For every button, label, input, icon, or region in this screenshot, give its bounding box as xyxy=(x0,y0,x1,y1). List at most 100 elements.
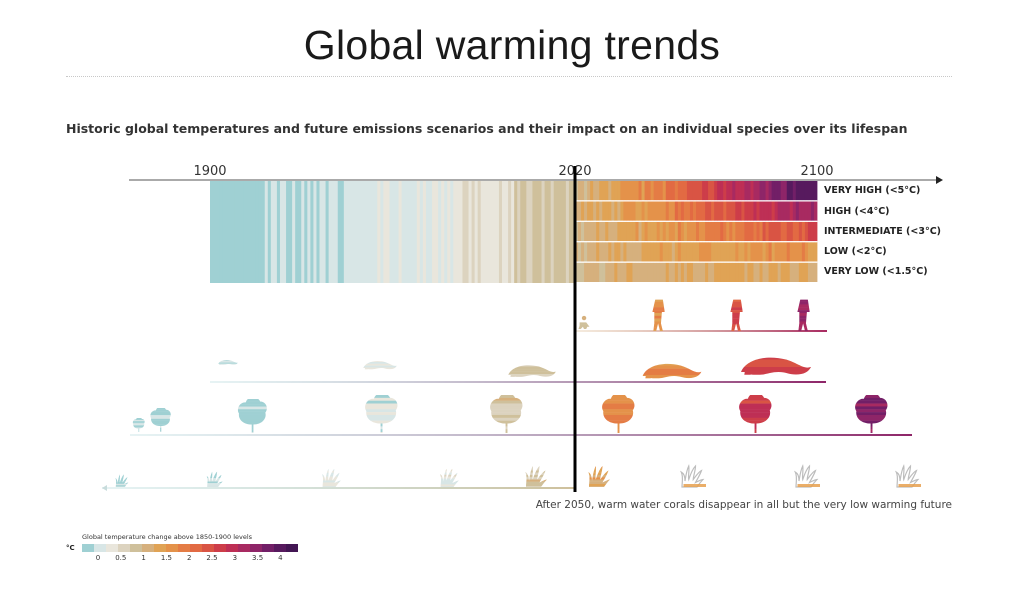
scenario-stripe xyxy=(750,221,754,242)
whale-icon xyxy=(642,363,702,379)
historic-stripe xyxy=(568,181,573,283)
scenario-stripe xyxy=(702,181,706,201)
historic-stripe xyxy=(425,181,430,283)
scenario-stripe xyxy=(732,221,736,242)
legend-swatch xyxy=(226,544,238,552)
scenario-stripe xyxy=(789,242,794,262)
tree-icon xyxy=(237,399,267,433)
historic-stripe xyxy=(520,181,524,283)
scenario-stripe xyxy=(659,221,664,242)
historic-stripe xyxy=(301,181,305,283)
historic-stripe xyxy=(398,181,403,283)
legend-tick-label: 1 xyxy=(141,554,146,562)
scenario-stripe xyxy=(587,262,591,282)
scenario-stripe xyxy=(644,201,648,221)
scenario-stripe xyxy=(762,262,766,282)
scenario-stripe xyxy=(599,201,603,221)
scenario-stripe xyxy=(747,221,751,242)
scenario-stripe xyxy=(575,201,579,221)
scenario-stripe xyxy=(620,181,624,201)
historic-stripe xyxy=(535,181,539,283)
scenario-stripe xyxy=(599,221,603,242)
scenario-stripe xyxy=(653,262,658,282)
scenario-stripe xyxy=(729,201,733,221)
scenario-stripe xyxy=(608,262,612,282)
scenario-stripe xyxy=(780,242,785,262)
historic-stripe xyxy=(547,181,552,283)
legend-swatch xyxy=(190,544,202,552)
scenario-stripe xyxy=(614,221,618,242)
scenario-stripe xyxy=(665,262,670,282)
legend-tick-label: 3 xyxy=(232,554,238,562)
scenario-stripe xyxy=(686,201,691,221)
historic-stripe xyxy=(550,181,555,283)
scenario-stripe xyxy=(753,201,757,221)
historic-stripe xyxy=(246,181,250,283)
legend-swatches xyxy=(82,544,298,552)
scenario-stripe xyxy=(756,201,760,221)
scenario-stripe xyxy=(747,201,751,221)
scenario-stripe xyxy=(765,201,769,221)
historic-stripe xyxy=(346,181,351,283)
scenario-stripe xyxy=(717,262,721,282)
scenario-stripe xyxy=(771,242,776,262)
historic-stripe xyxy=(377,181,381,283)
historic-stripe xyxy=(386,181,390,283)
scenario-stripe xyxy=(578,181,582,201)
historic-stripe xyxy=(216,181,220,283)
scenario-stripe xyxy=(680,242,685,262)
scenario-stripe xyxy=(587,201,591,221)
scenario-stripe xyxy=(777,221,782,242)
legend-tick-label: 0.5 xyxy=(115,554,127,562)
scenario-stripe xyxy=(699,181,703,201)
scenario-stripe xyxy=(683,201,688,221)
scenario-label-very-high: VERY HIGH (<5°C) xyxy=(824,185,921,196)
historic-stripe xyxy=(356,181,360,283)
scenario-stripe xyxy=(689,262,694,282)
scenario-stripe xyxy=(702,242,706,262)
scenario-stripe xyxy=(699,262,703,282)
legend-ticks: 0 0.5 1 1.5 2 2.5 3 3.5 4 xyxy=(82,554,298,564)
scenario-stripe xyxy=(629,262,633,282)
legend-swatch xyxy=(106,544,118,552)
scenario-stripe xyxy=(789,181,794,201)
coral-annotation: After 2050, warm water corals disappear … xyxy=(535,499,952,511)
scenario-stripe xyxy=(638,242,642,262)
scenario-stripe xyxy=(783,262,788,282)
scenario-stripe xyxy=(602,221,606,242)
scenario-stripe xyxy=(608,201,612,221)
historic-stripe xyxy=(517,181,521,283)
whale-icon xyxy=(508,365,556,377)
scenario-stripe xyxy=(771,181,776,201)
scenario-stripe xyxy=(620,262,624,282)
scenario-stripe xyxy=(686,221,691,242)
historic-stripe xyxy=(243,181,247,283)
scenario-stripe xyxy=(750,181,754,201)
scenario-stripe xyxy=(705,181,709,201)
scenario-stripe xyxy=(635,242,639,262)
scenario-stripe xyxy=(750,242,754,262)
scenario-stripe xyxy=(593,181,597,201)
scenario-stripe xyxy=(578,262,582,282)
scenario-stripe xyxy=(650,201,655,221)
historic-stripe xyxy=(340,181,345,283)
historic-stripe xyxy=(349,181,354,283)
scenario-stripe xyxy=(692,221,697,242)
historic-stripe xyxy=(474,181,479,283)
scenario-stripe xyxy=(584,181,588,201)
scenario-stripe xyxy=(726,181,730,201)
coral-icon xyxy=(206,471,223,487)
scenario-stripe xyxy=(699,221,703,242)
historic-stripe xyxy=(325,181,330,283)
scenario-stripe xyxy=(620,221,624,242)
scenario-label-intermediate: INTERMEDIATE (<3°C) xyxy=(824,226,942,237)
scenario-stripe xyxy=(735,242,739,262)
scenario-stripe xyxy=(780,201,785,221)
historic-stripe xyxy=(383,181,387,283)
scenario-stripe xyxy=(644,181,648,201)
scenario-stripe xyxy=(656,262,661,282)
historic-stripe xyxy=(416,181,421,283)
historic-stripe xyxy=(459,181,463,283)
scenario-stripe xyxy=(647,242,652,262)
scenario-stripe xyxy=(759,181,763,201)
